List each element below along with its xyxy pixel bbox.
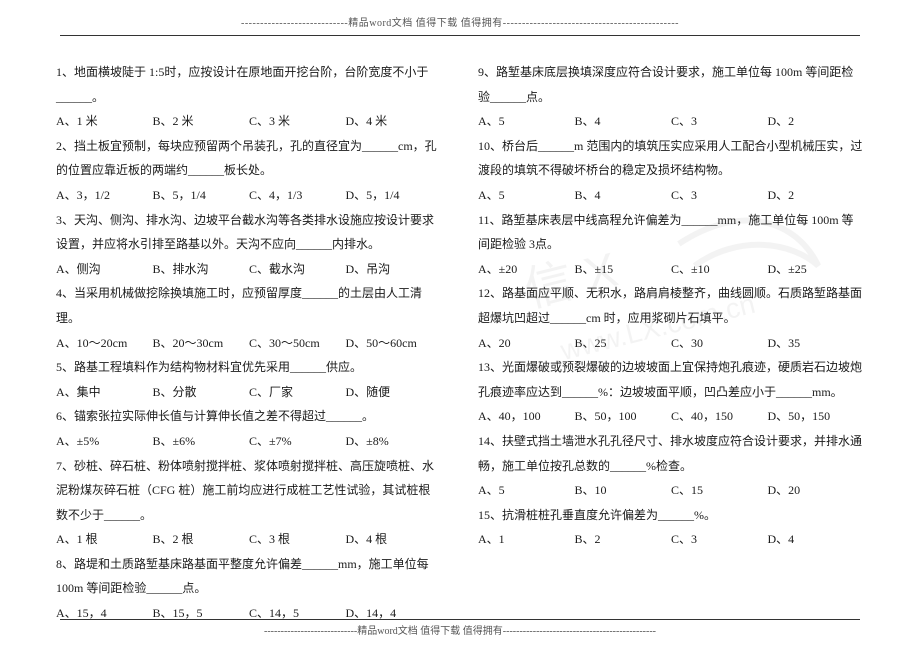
- question-8: 8、路堤和土质路堑基床路基面平整度允许偏差______mm，施工单位每 100m…: [56, 552, 442, 601]
- q3-opt-d: D、吊沟: [346, 257, 443, 282]
- q9-opt-a: A、5: [478, 109, 575, 134]
- q7-opt-d: D、4 根: [346, 527, 443, 552]
- q4-opt-a: A、10～20cm: [56, 331, 153, 356]
- q11-opt-d: D、±25: [768, 257, 865, 282]
- footer-text: ----------------------------精品word文档 值得下…: [264, 626, 656, 637]
- q1-opt-c: C、3 米: [249, 109, 346, 134]
- question-13-options: A、40，100 B、50，100 C、40，150 D、50，150: [478, 404, 864, 429]
- q7-opt-b: B、2 根: [153, 527, 250, 552]
- q2-opt-c: C、4，1/3: [249, 183, 346, 208]
- q1-opt-d: D、4 米: [346, 109, 443, 134]
- q12-opt-c: C、30: [671, 331, 768, 356]
- q3-opt-c: C、截水沟: [249, 257, 346, 282]
- q10-opt-b: B、4: [575, 183, 672, 208]
- q2-opt-b: B、5，1/4: [153, 183, 250, 208]
- q3-opt-a: A、侧沟: [56, 257, 153, 282]
- q11-opt-c: C、±10: [671, 257, 768, 282]
- q5-opt-d: D、随便: [346, 380, 443, 405]
- q3-opt-b: B、排水沟: [153, 257, 250, 282]
- question-5: 5、路基工程填料作为结构物材料宜优先采用______供应。: [56, 355, 442, 380]
- question-4: 4、当采用机械做挖除换填施工时，应预留厚度______的土层由人工清理。: [56, 281, 442, 330]
- q12-opt-a: A、20: [478, 331, 575, 356]
- question-14: 14、扶壁式挡土墙泄水孔孔径尺寸、排水坡度应符合设计要求，并排水通畅，施工单位按…: [478, 429, 864, 478]
- content-columns: 1、地面横坡陡于 1:5时，应按设计在原地面开挖台阶，台阶宽度不小于______…: [0, 36, 920, 626]
- question-11-options: A、±20 B、±15 C、±10 D、±25: [478, 257, 864, 282]
- q12-opt-d: D、35: [768, 331, 865, 356]
- q10-opt-d: D、2: [768, 183, 865, 208]
- q2-opt-a: A、3，1/2: [56, 183, 153, 208]
- q4-opt-b: B、20～30cm: [153, 331, 250, 356]
- question-9-options: A、5 B、4 C、3 D、2: [478, 109, 864, 134]
- q6-opt-c: C、±7%: [249, 429, 346, 454]
- q5-opt-b: B、分散: [153, 380, 250, 405]
- q15-opt-b: B、2: [575, 527, 672, 552]
- question-12-options: A、20 B、25 C、30 D、35: [478, 331, 864, 356]
- question-10-options: A、5 B、4 C、3 D、2: [478, 183, 864, 208]
- q13-opt-b: B、50，100: [575, 404, 672, 429]
- right-column: 9、路堑基床底层换填深度应符合设计要求，施工单位每 100m 等间距检验____…: [478, 60, 864, 626]
- q7-opt-a: A、1 根: [56, 527, 153, 552]
- q5-opt-a: A、集中: [56, 380, 153, 405]
- question-13: 13、光面爆破或预裂爆破的边坡坡面上宜保持炮孔痕迹，硬质岩石边坡炮孔痕迹率应达到…: [478, 355, 864, 404]
- q15-opt-d: D、4: [768, 527, 865, 552]
- q13-opt-d: D、50，150: [768, 404, 865, 429]
- q15-opt-c: C、3: [671, 527, 768, 552]
- question-15: 15、抗滑桩桩孔垂直度允许偏差为______%。: [478, 503, 864, 528]
- q10-opt-c: C、3: [671, 183, 768, 208]
- page-header: ----------------------------精品word文档 值得下…: [0, 0, 920, 33]
- q15-opt-a: A、1: [478, 527, 575, 552]
- question-1-options: A、1 米 B、2 米 C、3 米 D、4 米: [56, 109, 442, 134]
- question-7: 7、砂桩、碎石桩、粉体喷射搅拌桩、浆体喷射搅拌桩、高压旋喷桩、水泥粉煤灰碎石桩（…: [56, 454, 442, 528]
- question-5-options: A、集中 B、分散 C、厂家 D、随便: [56, 380, 442, 405]
- question-2: 2、挡土板宜预制，每块应预留两个吊装孔，孔的直径宜为______cm，孔的位置应…: [56, 134, 442, 183]
- q6-opt-a: A、±5%: [56, 429, 153, 454]
- question-6: 6、锚索张拉实际伸长值与计算伸长值之差不得超过______。: [56, 404, 442, 429]
- q14-opt-b: B、10: [575, 478, 672, 503]
- q10-opt-a: A、5: [478, 183, 575, 208]
- question-11: 11、路堑基床表层中线高程允许偏差为______mm，施工单位每 100m 等间…: [478, 208, 864, 257]
- q1-opt-a: A、1 米: [56, 109, 153, 134]
- header-text: ----------------------------精品word文档 值得下…: [241, 18, 679, 29]
- page-footer: ----------------------------精品word文档 值得下…: [0, 619, 920, 637]
- q14-opt-c: C、15: [671, 478, 768, 503]
- question-4-options: A、10～20cm B、20～30cm C、30～50cm D、50～60cm: [56, 331, 442, 356]
- q7-opt-c: C、3 根: [249, 527, 346, 552]
- question-2-options: A、3，1/2 B、5，1/4 C、4，1/3 D、5，1/4: [56, 183, 442, 208]
- q12-opt-b: B、25: [575, 331, 672, 356]
- q5-opt-c: C、厂家: [249, 380, 346, 405]
- q9-opt-c: C、3: [671, 109, 768, 134]
- footer-rule: [60, 619, 860, 620]
- q1-opt-b: B、2 米: [153, 109, 250, 134]
- question-3: 3、天沟、侧沟、排水沟、边坡平台截水沟等各类排水设施应按设计要求设置，并应将水引…: [56, 208, 442, 257]
- q11-opt-b: B、±15: [575, 257, 672, 282]
- q13-opt-a: A、40，100: [478, 404, 575, 429]
- question-15-options: A、1 B、2 C、3 D、4: [478, 527, 864, 552]
- q6-opt-d: D、±8%: [346, 429, 443, 454]
- q4-opt-c: C、30～50cm: [249, 331, 346, 356]
- question-9: 9、路堑基床底层换填深度应符合设计要求，施工单位每 100m 等间距检验____…: [478, 60, 864, 109]
- q14-opt-a: A、5: [478, 478, 575, 503]
- q11-opt-a: A、±20: [478, 257, 575, 282]
- q13-opt-c: C、40，150: [671, 404, 768, 429]
- question-7-options: A、1 根 B、2 根 C、3 根 D、4 根: [56, 527, 442, 552]
- q14-opt-d: D、20: [768, 478, 865, 503]
- q9-opt-d: D、2: [768, 109, 865, 134]
- q6-opt-b: B、±6%: [153, 429, 250, 454]
- question-6-options: A、±5% B、±6% C、±7% D、±8%: [56, 429, 442, 454]
- q2-opt-d: D、5，1/4: [346, 183, 443, 208]
- question-14-options: A、5 B、10 C、15 D、20: [478, 478, 864, 503]
- question-1: 1、地面横坡陡于 1:5时，应按设计在原地面开挖台阶，台阶宽度不小于______…: [56, 60, 442, 109]
- question-12: 12、路基面应平顺、无积水，路肩肩棱整齐，曲线圆顺。石质路堑路基面超爆坑凹超过_…: [478, 281, 864, 330]
- question-3-options: A、侧沟 B、排水沟 C、截水沟 D、吊沟: [56, 257, 442, 282]
- q9-opt-b: B、4: [575, 109, 672, 134]
- question-10: 10、桥台后______m 范围内的填筑压实应采用人工配合小型机械压实，过渡段的…: [478, 134, 864, 183]
- q4-opt-d: D、50～60cm: [346, 331, 443, 356]
- left-column: 1、地面横坡陡于 1:5时，应按设计在原地面开挖台阶，台阶宽度不小于______…: [56, 60, 442, 626]
